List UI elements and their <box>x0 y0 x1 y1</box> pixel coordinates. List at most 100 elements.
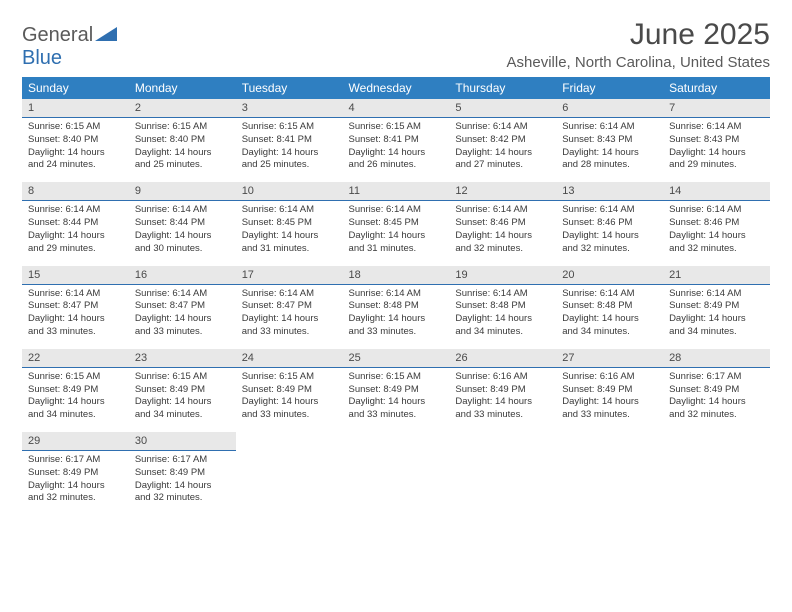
dow-tuesday: Tuesday <box>236 77 343 99</box>
sunrise-text: Sunrise: 6:16 AM <box>455 371 550 384</box>
daylight-text: Daylight: 14 hours and 32 minutes. <box>669 396 764 422</box>
day-data-cell <box>449 451 556 516</box>
day-number-cell: 5 <box>449 99 556 118</box>
sunset-text: Sunset: 8:41 PM <box>349 134 444 147</box>
sunset-text: Sunset: 8:44 PM <box>135 217 230 230</box>
daylight-text: Daylight: 14 hours and 33 minutes. <box>242 396 337 422</box>
sunset-text: Sunset: 8:45 PM <box>349 217 444 230</box>
day-data-cell <box>236 451 343 516</box>
day-number-row: 15161718192021 <box>22 266 770 285</box>
day-data-cell: Sunrise: 6:14 AMSunset: 8:45 PMDaylight:… <box>343 201 450 266</box>
day-data-cell: Sunrise: 6:16 AMSunset: 8:49 PMDaylight:… <box>556 367 663 432</box>
daylight-text: Daylight: 14 hours and 32 minutes. <box>562 230 657 256</box>
day-number-row: 891011121314 <box>22 182 770 201</box>
sunrise-text: Sunrise: 6:15 AM <box>28 121 123 134</box>
dow-sunday: Sunday <box>22 77 129 99</box>
sunrise-text: Sunrise: 6:14 AM <box>135 288 230 301</box>
day-number-row: 22232425262728 <box>22 349 770 368</box>
day-data-cell: Sunrise: 6:14 AMSunset: 8:43 PMDaylight:… <box>663 118 770 183</box>
sunset-text: Sunset: 8:41 PM <box>242 134 337 147</box>
brand-part2: Blue <box>22 47 62 69</box>
day-data-cell: Sunrise: 6:15 AMSunset: 8:49 PMDaylight:… <box>343 367 450 432</box>
sunrise-text: Sunrise: 6:14 AM <box>135 204 230 217</box>
daylight-text: Daylight: 14 hours and 29 minutes. <box>669 147 764 173</box>
sunrise-text: Sunrise: 6:15 AM <box>349 371 444 384</box>
day-data-cell: Sunrise: 6:14 AMSunset: 8:48 PMDaylight:… <box>343 284 450 349</box>
day-number-row: 1234567 <box>22 99 770 118</box>
sunrise-text: Sunrise: 6:14 AM <box>455 288 550 301</box>
day-number-cell: 9 <box>129 182 236 201</box>
daylight-text: Daylight: 14 hours and 33 minutes. <box>455 396 550 422</box>
day-data-cell: Sunrise: 6:15 AMSunset: 8:49 PMDaylight:… <box>22 367 129 432</box>
day-number-cell: 21 <box>663 266 770 285</box>
sunrise-text: Sunrise: 6:17 AM <box>28 454 123 467</box>
sunrise-text: Sunrise: 6:15 AM <box>135 121 230 134</box>
day-number-cell: 26 <box>449 349 556 368</box>
sunrise-text: Sunrise: 6:14 AM <box>562 204 657 217</box>
sunset-text: Sunset: 8:49 PM <box>669 384 764 397</box>
day-of-week-row: Sunday Monday Tuesday Wednesday Thursday… <box>22 77 770 99</box>
daylight-text: Daylight: 14 hours and 33 minutes. <box>242 313 337 339</box>
day-data-cell: Sunrise: 6:15 AMSunset: 8:49 PMDaylight:… <box>129 367 236 432</box>
brand-part1: General <box>22 24 93 46</box>
sunset-text: Sunset: 8:46 PM <box>455 217 550 230</box>
calendar-page: General Blue June 2025 Asheville, North … <box>0 0 792 533</box>
day-data-row: Sunrise: 6:15 AMSunset: 8:49 PMDaylight:… <box>22 367 770 432</box>
day-number-cell: 28 <box>663 349 770 368</box>
sunrise-text: Sunrise: 6:15 AM <box>242 371 337 384</box>
day-data-cell: Sunrise: 6:14 AMSunset: 8:49 PMDaylight:… <box>663 284 770 349</box>
daylight-text: Daylight: 14 hours and 32 minutes. <box>669 230 764 256</box>
sunset-text: Sunset: 8:49 PM <box>455 384 550 397</box>
sunrise-text: Sunrise: 6:14 AM <box>669 204 764 217</box>
dow-friday: Friday <box>556 77 663 99</box>
day-data-cell: Sunrise: 6:14 AMSunset: 8:44 PMDaylight:… <box>129 201 236 266</box>
sunset-text: Sunset: 8:49 PM <box>669 300 764 313</box>
dow-thursday: Thursday <box>449 77 556 99</box>
day-data-cell: Sunrise: 6:14 AMSunset: 8:44 PMDaylight:… <box>22 201 129 266</box>
sunset-text: Sunset: 8:49 PM <box>28 467 123 480</box>
day-data-row: Sunrise: 6:14 AMSunset: 8:44 PMDaylight:… <box>22 201 770 266</box>
daylight-text: Daylight: 14 hours and 29 minutes. <box>28 230 123 256</box>
dow-saturday: Saturday <box>663 77 770 99</box>
daylight-text: Daylight: 14 hours and 32 minutes. <box>135 480 230 506</box>
day-data-cell: Sunrise: 6:14 AMSunset: 8:43 PMDaylight:… <box>556 118 663 183</box>
day-number-cell: 3 <box>236 99 343 118</box>
sunrise-text: Sunrise: 6:15 AM <box>242 121 337 134</box>
daylight-text: Daylight: 14 hours and 33 minutes. <box>562 396 657 422</box>
day-data-cell: Sunrise: 6:17 AMSunset: 8:49 PMDaylight:… <box>663 367 770 432</box>
daylight-text: Daylight: 14 hours and 32 minutes. <box>28 480 123 506</box>
brand-logo: General Blue <box>22 18 117 70</box>
day-data-cell: Sunrise: 6:14 AMSunset: 8:46 PMDaylight:… <box>663 201 770 266</box>
sunset-text: Sunset: 8:40 PM <box>28 134 123 147</box>
day-data-cell: Sunrise: 6:16 AMSunset: 8:49 PMDaylight:… <box>449 367 556 432</box>
sunset-text: Sunset: 8:43 PM <box>562 134 657 147</box>
daylight-text: Daylight: 14 hours and 33 minutes. <box>135 313 230 339</box>
day-number-cell: 14 <box>663 182 770 201</box>
day-number-cell: 20 <box>556 266 663 285</box>
daylight-text: Daylight: 14 hours and 34 minutes. <box>562 313 657 339</box>
sunset-text: Sunset: 8:49 PM <box>562 384 657 397</box>
daylight-text: Daylight: 14 hours and 33 minutes. <box>349 313 444 339</box>
sunset-text: Sunset: 8:48 PM <box>349 300 444 313</box>
day-data-cell: Sunrise: 6:17 AMSunset: 8:49 PMDaylight:… <box>22 451 129 516</box>
day-number-cell: 2 <box>129 99 236 118</box>
daylight-text: Daylight: 14 hours and 30 minutes. <box>135 230 230 256</box>
daylight-text: Daylight: 14 hours and 25 minutes. <box>135 147 230 173</box>
sunset-text: Sunset: 8:49 PM <box>349 384 444 397</box>
sunrise-text: Sunrise: 6:14 AM <box>455 121 550 134</box>
sunset-text: Sunset: 8:49 PM <box>135 384 230 397</box>
daylight-text: Daylight: 14 hours and 31 minutes. <box>242 230 337 256</box>
location-text: Asheville, North Carolina, United States <box>507 54 770 71</box>
day-number-cell <box>449 432 556 451</box>
day-number-cell: 19 <box>449 266 556 285</box>
day-data-cell: Sunrise: 6:14 AMSunset: 8:47 PMDaylight:… <box>22 284 129 349</box>
sunset-text: Sunset: 8:45 PM <box>242 217 337 230</box>
day-number-cell <box>343 432 450 451</box>
daylight-text: Daylight: 14 hours and 26 minutes. <box>349 147 444 173</box>
day-data-cell: Sunrise: 6:14 AMSunset: 8:48 PMDaylight:… <box>449 284 556 349</box>
sunrise-text: Sunrise: 6:14 AM <box>349 288 444 301</box>
sunrise-text: Sunrise: 6:14 AM <box>562 121 657 134</box>
day-number-cell: 30 <box>129 432 236 451</box>
day-data-cell: Sunrise: 6:14 AMSunset: 8:47 PMDaylight:… <box>129 284 236 349</box>
day-data-cell: Sunrise: 6:15 AMSunset: 8:41 PMDaylight:… <box>236 118 343 183</box>
